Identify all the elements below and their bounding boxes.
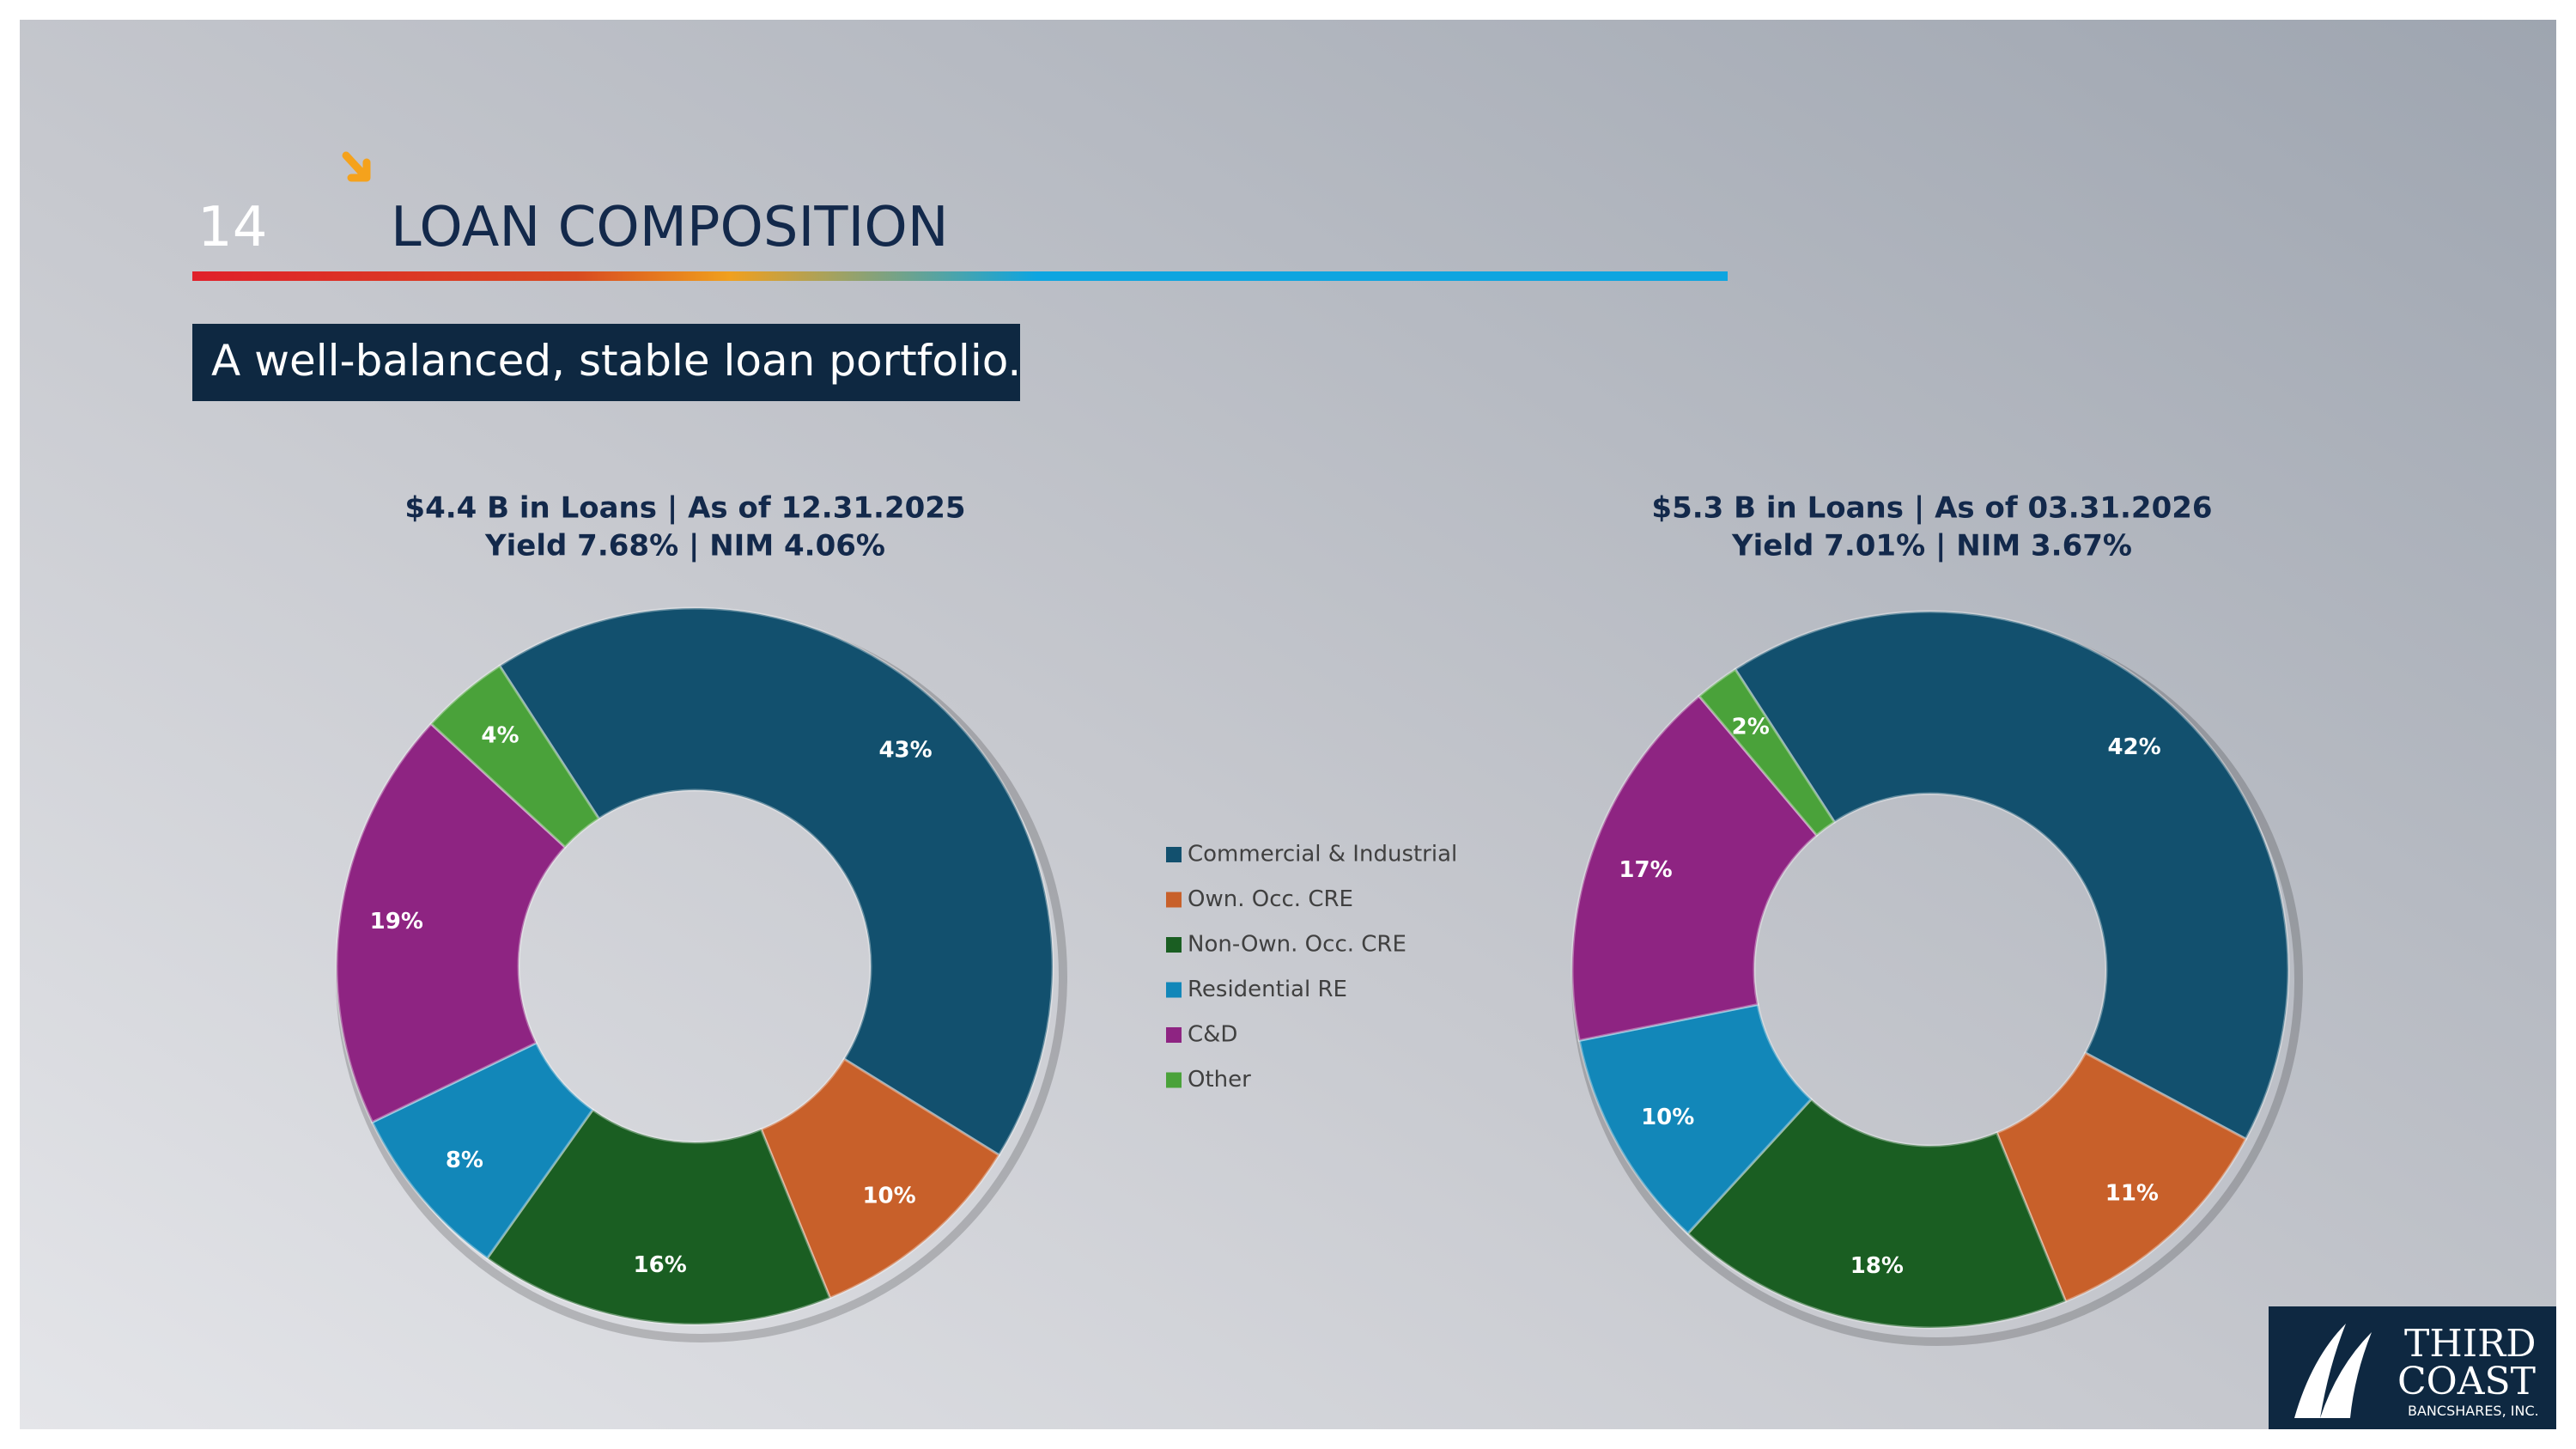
data-label: 4%: [481, 722, 519, 748]
legend-label: C&D: [1188, 1022, 1237, 1048]
data-label: 11%: [2105, 1180, 2159, 1206]
data-label: 18%: [1850, 1253, 1904, 1279]
donut-slice: [1697, 667, 1837, 837]
donut-slice: [497, 606, 1054, 1157]
slide-number: 14: [197, 196, 268, 259]
donut-slice: [485, 1108, 832, 1326]
data-label: 16%: [634, 1252, 687, 1278]
data-label: 17%: [1619, 857, 1672, 883]
logo-text: COAST: [2397, 1360, 2537, 1403]
legend-swatch: [1166, 1027, 1182, 1043]
donut-slice: [335, 721, 568, 1124]
logo-mark: [2294, 1324, 2372, 1418]
chart-subtitle: Yield 7.01% | NIM 3.67%: [1731, 529, 2132, 563]
chart-title: $4.4 B in Loans | As of 12.31.2025: [404, 491, 965, 526]
donut-slice: [1995, 1050, 2248, 1304]
donut-slice: [428, 664, 601, 849]
legend-swatch: [1166, 982, 1182, 998]
chart-title: $5.3 B in Loans | As of 03.31.2026: [1651, 491, 2212, 526]
logo-text: THIRD: [2404, 1322, 2537, 1366]
title-rule: [192, 271, 1728, 281]
legend-label: Residential RE: [1188, 977, 1347, 1002]
slide-title: LOAN COMPOSITION: [391, 196, 949, 259]
data-label: 43%: [878, 738, 932, 764]
chart-subtitle: Yield 7.68% | NIM 4.06%: [484, 529, 885, 563]
legend-label: Other: [1188, 1067, 1251, 1093]
logo: THIRD COAST BANCSHARES, INC.: [2269, 1306, 2556, 1429]
donut-slice: [1686, 1097, 2068, 1330]
charts: $4.4 B in Loans | As of 12.31.2025Yield …: [335, 491, 2303, 1346]
subtitle-box: A well-balanced, stable loan portfolio.: [192, 324, 1022, 401]
subtitle: A well-balanced, stable loan portfolio.: [211, 336, 1022, 386]
legend-swatch: [1166, 847, 1182, 862]
logo-text: BANCSHARES, INC.: [2408, 1403, 2539, 1419]
legend-swatch: [1166, 937, 1182, 953]
legend-label: Own. Occ. CRE: [1188, 886, 1353, 912]
legend-swatch: [1166, 892, 1182, 908]
arrow-icon: [342, 151, 371, 182]
donut-slice: [1733, 610, 2290, 1142]
data-label: 10%: [862, 1184, 915, 1209]
legend-label: Non-Own. Occ. CRE: [1188, 932, 1406, 958]
donut-slice: [1571, 694, 1819, 1043]
legend-swatch: [1166, 1072, 1182, 1088]
data-label: 42%: [2107, 734, 2160, 760]
data-label: 2%: [1732, 715, 1770, 740]
legend-label: Commercial & Industrial: [1188, 842, 1457, 868]
donut-slice: [759, 1056, 1001, 1300]
data-label: 19%: [370, 909, 423, 935]
data-label: 8%: [446, 1148, 483, 1173]
donut-slice: [1577, 1002, 1814, 1236]
donut-slice: [370, 1041, 595, 1261]
slide: 14 LOAN COMPOSITION A well-balanced, sta…: [20, 20, 2556, 1429]
data-label: 10%: [1641, 1105, 1694, 1130]
